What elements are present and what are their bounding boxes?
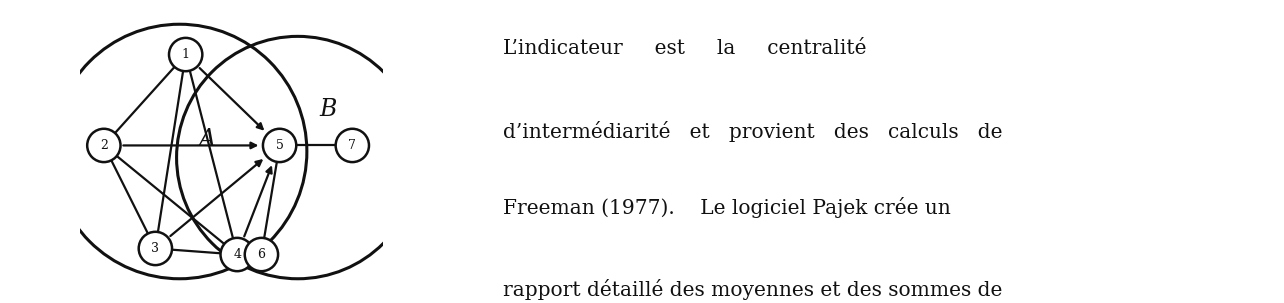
Circle shape <box>263 129 297 162</box>
Circle shape <box>221 238 254 271</box>
Text: 7: 7 <box>348 139 356 152</box>
Circle shape <box>335 129 369 162</box>
Circle shape <box>169 38 203 71</box>
Circle shape <box>139 232 172 265</box>
Circle shape <box>245 238 279 271</box>
Text: 4: 4 <box>234 248 241 261</box>
Text: 3: 3 <box>152 242 159 255</box>
Text: A: A <box>199 128 216 151</box>
Text: 6: 6 <box>257 248 266 261</box>
Text: L’indicateur     est     la     centralité: L’indicateur est la centralité <box>503 39 867 58</box>
Text: 5: 5 <box>276 139 284 152</box>
Text: 1: 1 <box>181 48 190 61</box>
Circle shape <box>87 129 121 162</box>
Text: B: B <box>320 98 336 121</box>
Text: rapport détaillé des moyennes et des sommes de: rapport détaillé des moyennes et des som… <box>503 279 1003 300</box>
Text: 2: 2 <box>100 139 108 152</box>
Text: Freeman (1977).    Le logiciel Pajek crée un: Freeman (1977). Le logiciel Pajek crée u… <box>503 197 951 218</box>
Text: d’intermédiarité   et   provient   des   calculs   de: d’intermédiarité et provient des calculs… <box>503 121 1003 142</box>
